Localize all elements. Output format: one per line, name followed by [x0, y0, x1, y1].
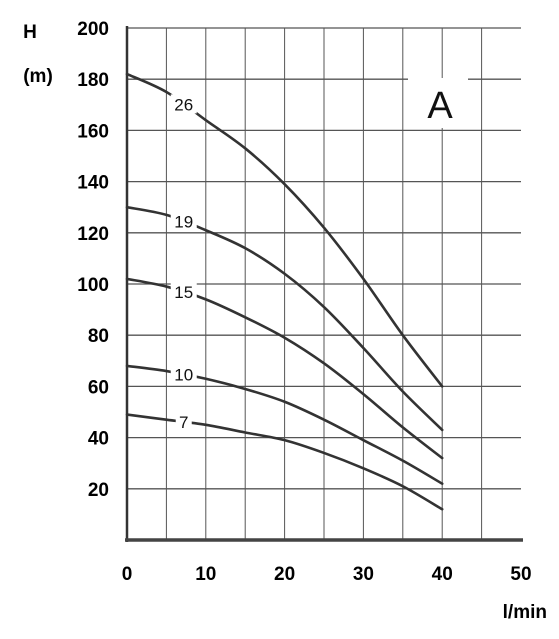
grid-lines [127, 27, 521, 540]
series-label-10: 10 [174, 365, 193, 384]
x-tick-label: 10 [195, 564, 216, 585]
x-tick-label: 50 [510, 564, 531, 585]
series-label-15: 15 [174, 283, 193, 302]
y-tick-label: 160 [77, 121, 109, 142]
y-tick-label: 180 [77, 70, 109, 91]
x-tick-labels: 0 10 20 30 40 50 [122, 564, 532, 585]
series-label-background [170, 94, 197, 114]
y-axis-title: H [23, 22, 37, 43]
y-axis-unit: (m) [23, 66, 53, 87]
series-label-26: 26 [174, 95, 193, 114]
x-axis-title: l/min [503, 602, 547, 623]
y-tick-label: 40 [88, 429, 109, 450]
y-tick-label: 200 [77, 19, 109, 40]
x-tick-label: 20 [274, 564, 295, 585]
y-tick-label: 120 [77, 224, 109, 245]
axes [125, 26, 523, 542]
y-tick-label: 80 [88, 326, 109, 347]
x-tick-label: 0 [122, 564, 133, 585]
panel-label-background [408, 78, 468, 128]
series-label-7: 7 [179, 413, 188, 432]
y-tick-label: 140 [77, 173, 109, 194]
series-label-background [170, 211, 197, 231]
y-tick-labels: 20 40 60 80 100 120 140 160 180 200 [77, 19, 109, 501]
series-labels: 26 19 15 10 7 [170, 94, 197, 432]
y-tick-label: 20 [88, 480, 109, 501]
series-label-background [175, 411, 192, 431]
panel-label: A [427, 85, 453, 127]
x-tick-label: 30 [353, 564, 374, 585]
x-tick-label: 40 [432, 564, 453, 585]
y-tick-label: 100 [77, 275, 109, 296]
series-label-19: 19 [174, 213, 193, 232]
series-label-background [170, 364, 197, 384]
y-tick-label: 60 [88, 377, 109, 398]
series-label-background [170, 282, 197, 302]
